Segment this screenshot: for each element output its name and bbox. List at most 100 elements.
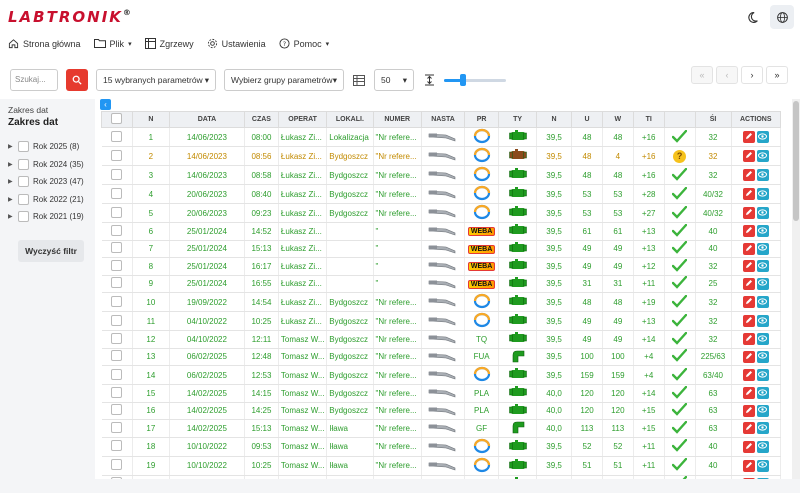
- theme-toggle-button[interactable]: [740, 5, 764, 29]
- view-button[interactable]: [756, 207, 769, 219]
- view-button[interactable]: [756, 296, 769, 308]
- view-button[interactable]: [756, 242, 769, 255]
- table-row[interactable]: 4 20/06/2023 08:40 Łukasz Zi... Bydgoszcz "Nr…: [101, 184, 781, 204]
- row-checkbox[interactable]: [111, 368, 123, 380]
- row-checkbox[interactable]: [111, 314, 123, 326]
- year-filter-item[interactable]: ▶ Rok 2024 (35): [8, 156, 87, 174]
- expand-arrow-icon[interactable]: ▶: [8, 144, 13, 151]
- search-button[interactable]: [66, 69, 88, 91]
- first-page-button[interactable]: «: [691, 66, 713, 84]
- row-select-cell[interactable]: [101, 257, 133, 276]
- row-select-cell[interactable]: [101, 203, 133, 223]
- view-button[interactable]: [756, 440, 769, 453]
- year-filter-item[interactable]: ▶ Rok 2021 (19): [8, 208, 87, 226]
- year-checkbox[interactable]: [18, 193, 29, 205]
- view-button[interactable]: [756, 169, 769, 181]
- table-row[interactable]: 14 06/02/2025 12:53 Tomasz W... Bydgoszcz "Nr…: [101, 365, 781, 385]
- column-header[interactable]: NASTA: [420, 111, 466, 128]
- edit-button[interactable]: [742, 296, 755, 308]
- row-checkbox[interactable]: [111, 386, 123, 398]
- table-row[interactable]: 5 20/06/2023 09:23 Łukasz Zi... Bydgoszcz "Nr…: [101, 203, 781, 223]
- row-select-cell[interactable]: [101, 146, 133, 166]
- year-checkbox[interactable]: [18, 141, 29, 153]
- edit-button[interactable]: [742, 131, 755, 143]
- table-row[interactable]: 8 25/01/2024 16:17 Łukasz Zi... " WEBA 39,5 49 4…: [101, 257, 781, 276]
- row-checkbox[interactable]: [111, 350, 123, 362]
- column-header[interactable]: [663, 111, 696, 128]
- row-checkbox[interactable]: [111, 332, 123, 344]
- table-row[interactable]: 17 14/02/2025 15:13 Tomasz W... Iława "Nr ref…: [101, 419, 781, 438]
- table-row[interactable]: 3 14/06/2023 08:58 Łukasz Zi... Bydgoszcz "Nr…: [101, 165, 781, 185]
- edit-button[interactable]: [742, 440, 755, 453]
- expand-arrow-icon[interactable]: ▶: [8, 196, 13, 203]
- column-header[interactable]: CZAS: [243, 111, 279, 128]
- row-checkbox[interactable]: [111, 187, 123, 199]
- collapse-sidebar-button[interactable]: ‹: [100, 99, 111, 110]
- parameters-select[interactable]: 15 wybranych parametrów ▾: [96, 69, 216, 91]
- year-checkbox[interactable]: [18, 211, 29, 223]
- table-row[interactable]: 12 04/10/2022 12:11 Tomasz W... Bydgoszcz "Nr…: [101, 330, 781, 349]
- language-button[interactable]: [770, 5, 794, 29]
- view-button[interactable]: [756, 350, 769, 363]
- row-height-slider[interactable]: [444, 74, 506, 86]
- year-checkbox[interactable]: [18, 176, 29, 188]
- last-page-button[interactable]: »: [766, 66, 788, 84]
- table-row[interactable]: 18 10/10/2022 09:53 Tomasz W... Iława "Nr ref…: [101, 437, 781, 457]
- row-select-cell[interactable]: [101, 348, 133, 366]
- view-button[interactable]: [756, 225, 769, 238]
- vertical-scrollbar[interactable]: [792, 99, 800, 479]
- menu-item-folder[interactable]: Plik ▾: [93, 38, 132, 50]
- row-checkbox[interactable]: [111, 459, 123, 470]
- edit-button[interactable]: [742, 333, 755, 346]
- menu-item-help-circle[interactable]: ? Pomoc ▾: [279, 37, 329, 51]
- column-header[interactable]: ACTIONS: [730, 111, 781, 128]
- row-checkbox[interactable]: [111, 404, 123, 416]
- column-header[interactable]: DATA: [168, 111, 245, 128]
- edit-button[interactable]: [742, 422, 755, 435]
- view-button[interactable]: [756, 387, 769, 400]
- edit-button[interactable]: [742, 404, 755, 417]
- year-filter-item[interactable]: ▶ Rok 2023 (47): [8, 173, 87, 191]
- view-button[interactable]: [756, 188, 769, 200]
- edit-button[interactable]: [742, 188, 755, 200]
- column-header[interactable]: [101, 111, 133, 128]
- edit-button[interactable]: [742, 225, 755, 238]
- column-header[interactable]: LOKALI.: [326, 111, 374, 128]
- row-select-cell[interactable]: [101, 240, 133, 258]
- menu-item-home[interactable]: Strona główna: [8, 38, 81, 51]
- row-checkbox[interactable]: [111, 259, 123, 271]
- row-checkbox[interactable]: [111, 130, 123, 142]
- expand-arrow-icon[interactable]: ▶: [8, 161, 13, 168]
- view-button[interactable]: [756, 422, 769, 435]
- edit-button[interactable]: [742, 315, 755, 327]
- row-select-cell[interactable]: [101, 292, 133, 312]
- table-row[interactable]: 6 25/01/2024 14:52 Łukasz Zi... " WEBA 39,5 61 6…: [101, 222, 781, 241]
- row-select-cell[interactable]: [101, 437, 133, 457]
- row-checkbox[interactable]: [111, 168, 123, 180]
- column-header[interactable]: ŚI: [694, 111, 732, 128]
- table-row[interactable]: 2 14/06/2023 08:56 Łukasz Zi... Bydgoszcz "Nr…: [101, 146, 781, 166]
- row-select-cell[interactable]: [101, 127, 133, 147]
- next-page-button[interactable]: ›: [741, 66, 763, 84]
- row-checkbox[interactable]: [111, 242, 123, 254]
- row-checkbox[interactable]: [111, 277, 123, 289]
- row-checkbox[interactable]: [111, 206, 123, 218]
- table-row[interactable]: 19 10/10/2022 10:25 Tomasz W... Iława "Nr ref…: [101, 456, 781, 476]
- row-select-cell[interactable]: [101, 456, 133, 476]
- clear-filter-button[interactable]: Wyczyść filtr: [18, 239, 84, 262]
- columns-icon[interactable]: [352, 73, 366, 87]
- view-button[interactable]: [756, 131, 769, 143]
- row-select-cell[interactable]: [101, 419, 133, 438]
- view-button[interactable]: [756, 404, 769, 417]
- edit-button[interactable]: [742, 350, 755, 363]
- table-row[interactable]: 11 04/10/2022 10:25 Łukasz Zi... Bydgoszcz "N…: [101, 311, 781, 331]
- row-checkbox[interactable]: [111, 440, 123, 451]
- view-button[interactable]: [756, 369, 769, 381]
- edit-button[interactable]: [742, 387, 755, 400]
- edit-button[interactable]: [742, 369, 755, 381]
- row-checkbox[interactable]: [111, 224, 123, 236]
- table-row[interactable]: 1 14/06/2023 08:00 Łukasz Zi... Lokalizacja "…: [101, 127, 781, 147]
- view-button[interactable]: [756, 150, 769, 162]
- table-row[interactable]: 13 06/02/2025 12:48 Tomasz W... Bydgoszcz "Nr…: [101, 348, 781, 366]
- row-select-cell[interactable]: [101, 311, 133, 331]
